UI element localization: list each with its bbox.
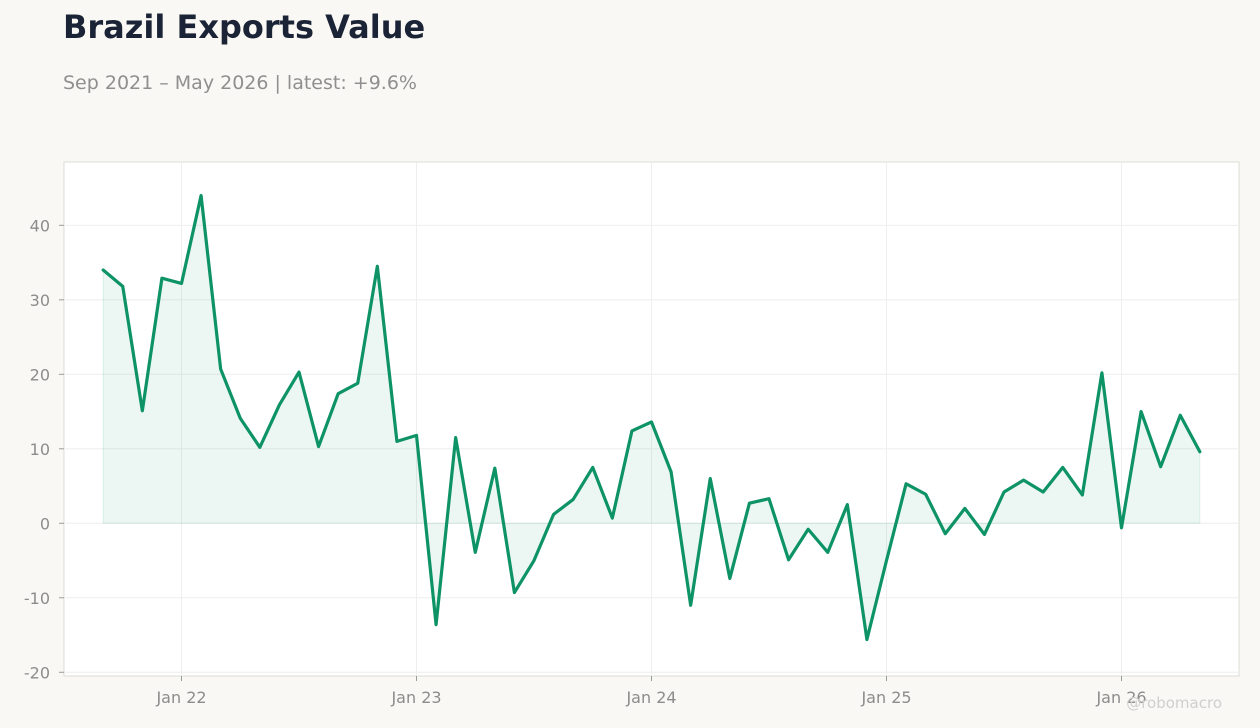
data-point bbox=[493, 466, 497, 470]
data-point bbox=[356, 382, 359, 385]
data-point bbox=[258, 446, 262, 449]
data-point bbox=[1120, 526, 1123, 529]
y-tick-label: 20 bbox=[30, 365, 50, 384]
y-tick-label: 40 bbox=[30, 216, 50, 235]
data-point bbox=[1041, 490, 1045, 494]
data-point bbox=[924, 493, 927, 496]
x-tick-label: Jan 25 bbox=[860, 688, 911, 707]
data-point bbox=[826, 551, 829, 554]
data-point bbox=[532, 559, 536, 562]
data-point bbox=[1002, 490, 1006, 494]
data-point bbox=[669, 470, 673, 474]
data-point bbox=[199, 194, 203, 197]
chart-subtitle: Sep 2021 – May 2026 | latest: +9.6% bbox=[63, 72, 417, 94]
data-point bbox=[709, 477, 712, 480]
data-point bbox=[395, 440, 399, 443]
chart-title: Brazil Exports Value bbox=[63, 8, 426, 46]
data-point bbox=[317, 445, 320, 448]
data-point bbox=[1022, 478, 1025, 482]
data-point bbox=[944, 532, 947, 535]
data-point bbox=[513, 591, 516, 594]
data-point bbox=[1139, 410, 1143, 413]
data-point bbox=[1100, 371, 1104, 375]
x-tick-label: Jan 24 bbox=[625, 688, 676, 707]
data-point bbox=[101, 268, 105, 272]
y-tick-label: -20 bbox=[24, 663, 50, 682]
data-point bbox=[376, 265, 379, 268]
data-point bbox=[650, 420, 653, 424]
data-point bbox=[1081, 493, 1084, 497]
data-point bbox=[552, 513, 555, 516]
data-point bbox=[728, 577, 732, 580]
data-point bbox=[1198, 450, 1202, 453]
data-point bbox=[865, 638, 869, 641]
data-point bbox=[806, 528, 810, 531]
y-tick-label: 0 bbox=[40, 514, 50, 533]
data-point bbox=[278, 403, 281, 407]
data-point bbox=[474, 551, 477, 554]
data-point bbox=[983, 533, 986, 536]
y-tick-label: 30 bbox=[30, 291, 50, 310]
data-point bbox=[434, 623, 438, 626]
data-point bbox=[904, 482, 908, 486]
data-point bbox=[571, 498, 575, 501]
y-tick-label: -10 bbox=[24, 589, 50, 608]
y-tick-label: 10 bbox=[30, 440, 50, 459]
data-point bbox=[297, 370, 301, 374]
data-point bbox=[630, 429, 634, 433]
data-point bbox=[787, 558, 790, 561]
x-tick-label: Jan 22 bbox=[155, 688, 206, 707]
data-point bbox=[963, 507, 967, 510]
data-point bbox=[180, 282, 183, 285]
data-point bbox=[219, 367, 222, 371]
data-point bbox=[689, 604, 692, 607]
data-point bbox=[160, 277, 164, 280]
data-point bbox=[767, 497, 771, 500]
data-point bbox=[591, 466, 594, 469]
data-point bbox=[611, 516, 614, 520]
data-point bbox=[748, 501, 751, 505]
data-point bbox=[1179, 414, 1182, 417]
data-point bbox=[415, 434, 418, 437]
data-point bbox=[846, 503, 849, 506]
data-point bbox=[121, 285, 124, 288]
data-point bbox=[454, 436, 457, 439]
data-point bbox=[885, 559, 888, 562]
data-point bbox=[336, 392, 340, 395]
data-point bbox=[1159, 465, 1162, 468]
data-point bbox=[141, 409, 144, 413]
x-tick-label: Jan 26 bbox=[1095, 688, 1146, 707]
x-tick-label: Jan 23 bbox=[390, 688, 441, 707]
watermark: @robomacro bbox=[1126, 694, 1222, 712]
data-point bbox=[239, 417, 242, 420]
data-point bbox=[1061, 466, 1064, 469]
